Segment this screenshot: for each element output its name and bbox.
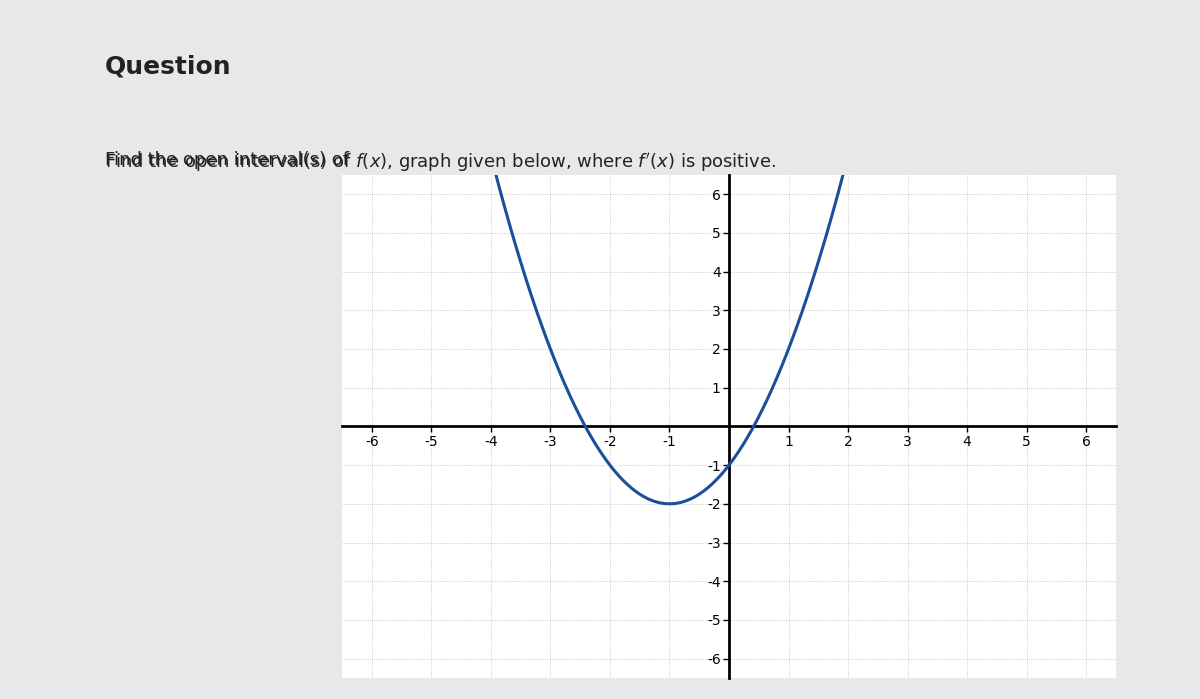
Text: Find the open interval(s) of $f(x)$, graph given below, where $f'(x)$ is positiv: Find the open interval(s) of $f(x)$, gra… (106, 151, 776, 174)
Text: Question: Question (106, 55, 232, 79)
Text: Find the open interval(s) of: Find the open interval(s) of (106, 151, 355, 169)
